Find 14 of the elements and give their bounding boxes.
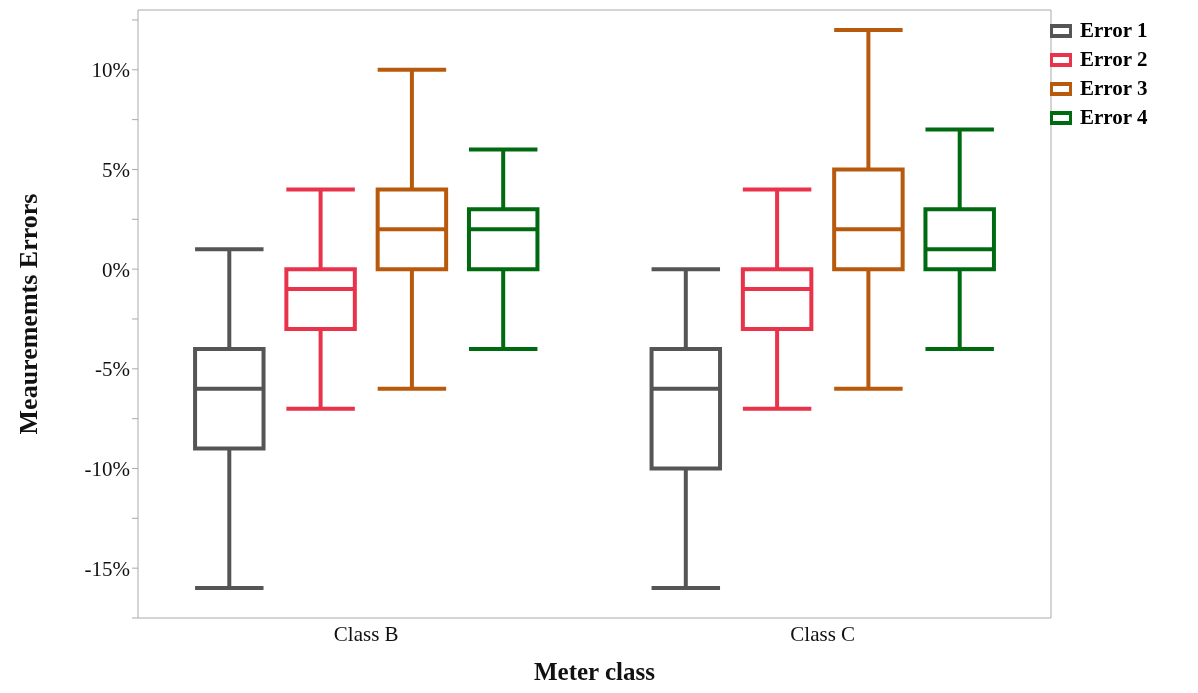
y-tick-label: 10% [91, 58, 130, 83]
y-tick-label: -15% [84, 556, 130, 581]
y-axis-title: Meaurememts Errors [14, 193, 44, 435]
x-axis-title: Meter class [533, 658, 656, 685]
x-tick-label: Class B [333, 621, 399, 646]
y-tick-label: -10% [84, 456, 130, 481]
y-tick-label: -5% [95, 357, 130, 382]
y-tick-label: 5% [102, 157, 130, 182]
x-tick-label: Class C [790, 621, 856, 646]
y-tick-label: 0% [102, 257, 130, 282]
legend-label: Error 3 [1080, 76, 1148, 101]
legend-label: Error 1 [1080, 18, 1148, 43]
legend-label: Error 2 [1080, 47, 1148, 72]
legend-label: Error 4 [1080, 105, 1148, 130]
